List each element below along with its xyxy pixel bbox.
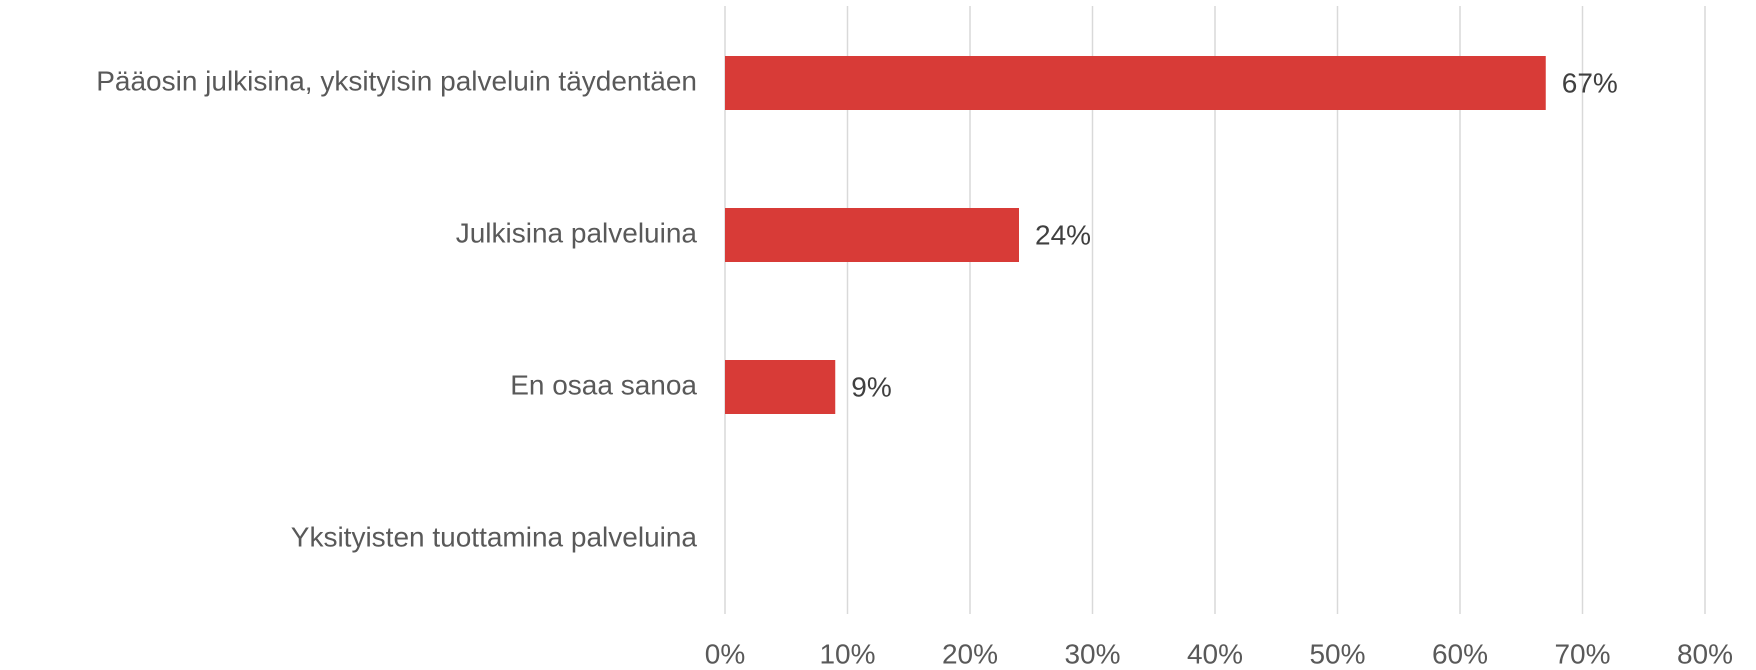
x-tick-label: 40% [1187,638,1243,669]
x-tick-label: 70% [1554,638,1610,669]
x-tick-label: 60% [1432,638,1488,669]
x-tick-label: 10% [819,638,875,669]
data-label: 9% [851,371,891,402]
y-tick-label: Yksityisten tuottamina palveluina [291,521,698,552]
data-label: 67% [1562,67,1618,98]
x-tick-label: 0% [705,638,745,669]
x-tick-label: 20% [942,638,998,669]
y-tick-label: En osaa sanoa [510,369,697,400]
bar [725,360,836,414]
y-tick-label: Pääosin julkisina, yksityisin palveluin … [96,65,697,96]
y-tick-label: Julkisina palveluina [456,217,698,248]
bar [725,208,1019,262]
x-tick-label: 50% [1309,638,1365,669]
x-tick-label: 80% [1677,638,1733,669]
data-label: 24% [1035,219,1091,250]
bar [725,56,1546,110]
x-tick-label: 30% [1064,638,1120,669]
